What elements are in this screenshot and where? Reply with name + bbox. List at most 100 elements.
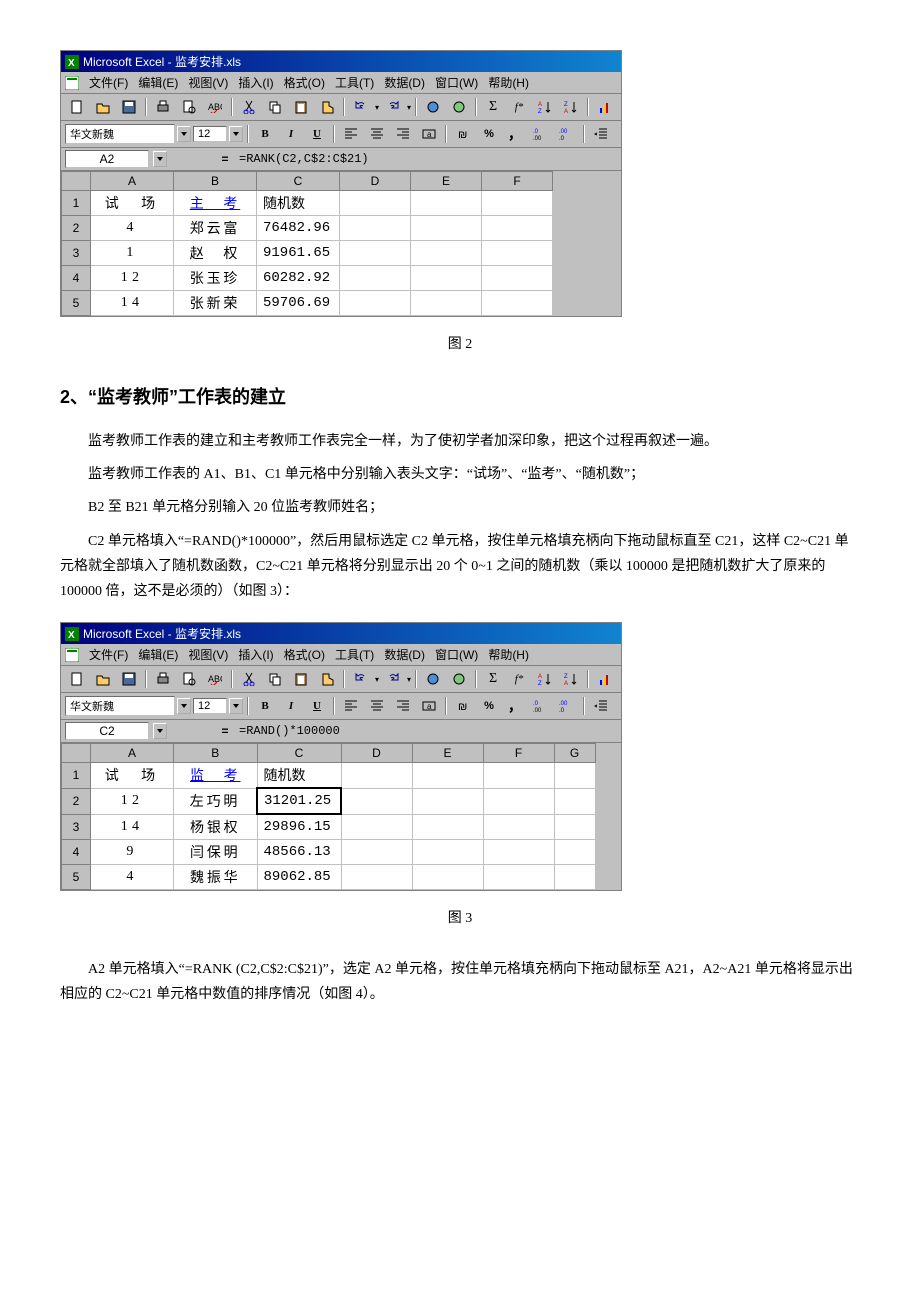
italic-button[interactable]: I bbox=[279, 123, 303, 145]
cell[interactable] bbox=[554, 814, 595, 840]
function-button[interactable]: f* bbox=[507, 96, 531, 118]
cell[interactable] bbox=[412, 763, 483, 789]
preview-button[interactable] bbox=[177, 96, 201, 118]
cell[interactable] bbox=[411, 266, 482, 291]
decimal-inc-button[interactable]: .0.00 bbox=[529, 123, 553, 145]
cell[interactable]: 9 bbox=[91, 840, 174, 865]
decimal-dec-button[interactable]: .00.0 bbox=[555, 695, 579, 717]
formula-text[interactable]: =RANK(C2,C$2:C$21) bbox=[239, 152, 369, 166]
cell[interactable] bbox=[483, 814, 554, 840]
align-right-button[interactable] bbox=[391, 695, 415, 717]
cell[interactable] bbox=[411, 216, 482, 241]
cell[interactable]: 随机数 bbox=[257, 763, 341, 789]
row-header[interactable]: 2 bbox=[62, 788, 91, 814]
col-header-A[interactable]: A bbox=[91, 172, 174, 191]
cell[interactable]: 91961.65 bbox=[257, 241, 340, 266]
cell[interactable] bbox=[340, 241, 411, 266]
select-all-corner[interactable] bbox=[62, 172, 91, 191]
row-header[interactable]: 3 bbox=[62, 241, 91, 266]
autosum-button[interactable]: Σ bbox=[481, 96, 505, 118]
col-header-B[interactable]: B bbox=[174, 172, 257, 191]
font-size-dropdown[interactable] bbox=[229, 126, 243, 142]
redo-button[interactable] bbox=[381, 96, 405, 118]
cell[interactable] bbox=[412, 865, 483, 890]
menu-tools[interactable]: 工具(T) bbox=[335, 646, 374, 663]
comma-button[interactable]: ， bbox=[503, 123, 527, 145]
menu-tools[interactable]: 工具(T) bbox=[335, 74, 374, 91]
cell[interactable] bbox=[341, 763, 412, 789]
cell[interactable]: 31201.25 bbox=[257, 788, 341, 814]
menu-file[interactable]: 文件(F) bbox=[89, 74, 128, 91]
comma-button[interactable]: ， bbox=[503, 695, 527, 717]
bold-button[interactable]: B bbox=[253, 123, 277, 145]
undo-button[interactable] bbox=[349, 96, 373, 118]
align-center-button[interactable] bbox=[365, 695, 389, 717]
decimal-dec-button[interactable]: .00.0 bbox=[555, 123, 579, 145]
cell[interactable]: 左巧明 bbox=[174, 788, 258, 814]
cell[interactable]: 12 bbox=[91, 788, 174, 814]
undo-arrow[interactable]: ▾ bbox=[375, 675, 379, 684]
cell[interactable] bbox=[482, 291, 553, 316]
align-right-button[interactable] bbox=[391, 123, 415, 145]
cell[interactable]: 89062.85 bbox=[257, 865, 341, 890]
name-box[interactable]: A2 bbox=[65, 150, 149, 168]
cell[interactable] bbox=[554, 840, 595, 865]
col-header-E[interactable]: E bbox=[412, 744, 483, 763]
chart-button[interactable] bbox=[593, 668, 617, 690]
sort-desc-button[interactable]: ZA bbox=[559, 96, 583, 118]
spellcheck-button[interactable]: ABC bbox=[203, 96, 227, 118]
chart-button[interactable] bbox=[593, 96, 617, 118]
cell[interactable] bbox=[340, 291, 411, 316]
col-header-E[interactable]: E bbox=[411, 172, 482, 191]
cell[interactable]: 闫保明 bbox=[174, 840, 258, 865]
function-button[interactable]: f* bbox=[507, 668, 531, 690]
align-left-button[interactable] bbox=[339, 123, 363, 145]
cell[interactable] bbox=[411, 291, 482, 316]
web-toolbar-button[interactable] bbox=[447, 96, 471, 118]
cell[interactable] bbox=[483, 840, 554, 865]
cell[interactable]: 张玉珍 bbox=[174, 266, 257, 291]
col-header-B[interactable]: B bbox=[174, 744, 258, 763]
redo-button[interactable] bbox=[381, 668, 405, 690]
currency-button[interactable]: ₪ bbox=[451, 695, 475, 717]
hyperlink-button[interactable] bbox=[421, 96, 445, 118]
bold-button[interactable]: B bbox=[253, 695, 277, 717]
cell[interactable]: 郑云富 bbox=[174, 216, 257, 241]
cell[interactable]: 29896.15 bbox=[257, 814, 341, 840]
menu-data[interactable]: 数据(D) bbox=[384, 646, 425, 663]
col-header-G[interactable]: G bbox=[554, 744, 595, 763]
cell[interactable]: 4 bbox=[91, 216, 174, 241]
cell[interactable] bbox=[483, 865, 554, 890]
cell[interactable] bbox=[482, 241, 553, 266]
col-header-C[interactable]: C bbox=[257, 744, 341, 763]
menu-edit[interactable]: 编辑(E) bbox=[138, 74, 178, 91]
name-box-dropdown[interactable] bbox=[153, 723, 167, 739]
spellcheck-button[interactable]: ABC bbox=[203, 668, 227, 690]
cell[interactable]: 试 场 bbox=[91, 763, 174, 789]
menu-window[interactable]: 窗口(W) bbox=[435, 74, 478, 91]
print-button[interactable] bbox=[151, 96, 175, 118]
hyperlink-button[interactable] bbox=[421, 668, 445, 690]
cell[interactable] bbox=[341, 840, 412, 865]
cell[interactable]: 60282.92 bbox=[257, 266, 340, 291]
cell[interactable] bbox=[483, 763, 554, 789]
cell[interactable] bbox=[341, 814, 412, 840]
currency-button[interactable]: ₪ bbox=[451, 123, 475, 145]
percent-button[interactable]: % bbox=[477, 123, 501, 145]
italic-button[interactable]: I bbox=[279, 695, 303, 717]
font-name-dropdown[interactable] bbox=[177, 126, 191, 142]
menu-insert[interactable]: 插入(I) bbox=[238, 74, 273, 91]
cell[interactable] bbox=[411, 241, 482, 266]
cell[interactable]: 张新荣 bbox=[174, 291, 257, 316]
cell[interactable]: 魏振华 bbox=[174, 865, 258, 890]
sort-asc-button[interactable]: AZ bbox=[533, 96, 557, 118]
cell[interactable]: 杨银权 bbox=[174, 814, 258, 840]
web-toolbar-button[interactable] bbox=[447, 668, 471, 690]
row-header[interactable]: 4 bbox=[62, 840, 91, 865]
select-all-corner[interactable] bbox=[62, 744, 91, 763]
col-header-D[interactable]: D bbox=[341, 744, 412, 763]
cell[interactable]: 14 bbox=[91, 814, 174, 840]
cell[interactable] bbox=[554, 865, 595, 890]
cell[interactable]: 76482.96 bbox=[257, 216, 340, 241]
col-header-C[interactable]: C bbox=[257, 172, 340, 191]
